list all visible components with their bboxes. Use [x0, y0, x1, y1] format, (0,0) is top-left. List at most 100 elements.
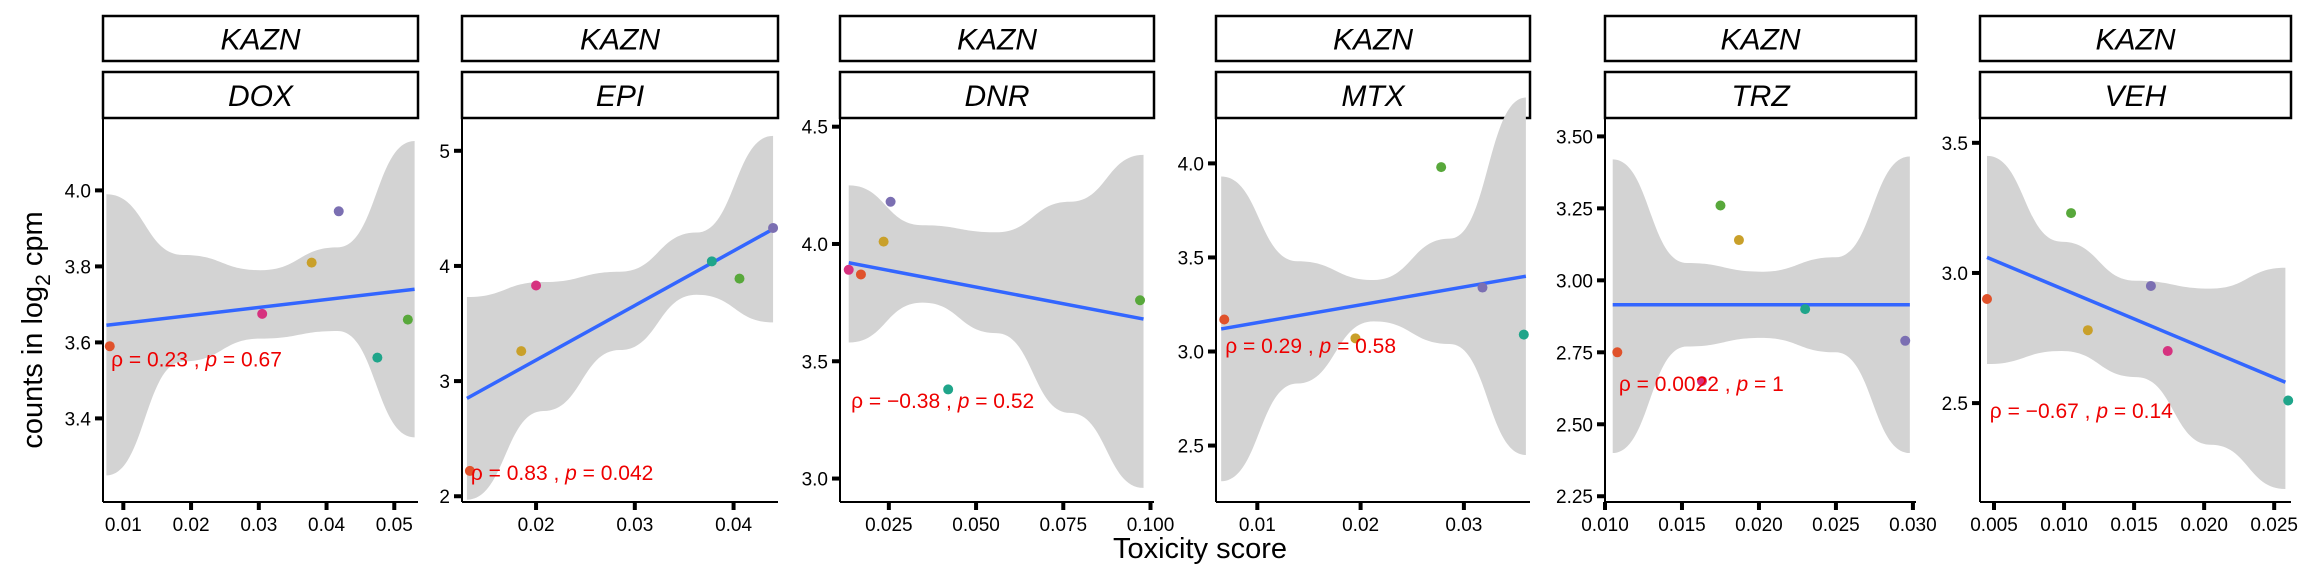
data-point-2: [516, 346, 527, 357]
y-tick-label: 3.6: [65, 333, 91, 354]
panel-dnr: KAZN DNR ρ = −0.38 , p = 0.52 0.025 0.050 0.0…: [802, 14, 1175, 536]
y-tick-label: 3.5: [802, 352, 828, 373]
x-tick-label: 0.03: [616, 515, 653, 536]
strip-top-box: [838, 14, 1156, 63]
regression-line: [848, 261, 1144, 321]
y-tick-label: 5: [439, 142, 450, 163]
regression-line: [1986, 255, 2287, 384]
data-point-1: [104, 341, 115, 352]
strip-top-box: [1603, 14, 1918, 63]
y-tick-label: 3.8: [65, 257, 91, 278]
y-tick-label: 4.0: [1178, 154, 1204, 175]
x-tick-label: 0.030: [1889, 515, 1937, 536]
y-tick-label: 3.50: [1556, 127, 1593, 148]
x-tick-label: 0.050: [952, 515, 1000, 536]
y-tick-label: 2.5: [1178, 437, 1204, 458]
y-tick-label: 2.25: [1556, 487, 1593, 508]
y-tick-label: 3.4: [65, 409, 92, 430]
strip-bottom-label: TRZ: [1731, 80, 1791, 113]
data-point-4: [2145, 280, 2156, 291]
data-point-4: [706, 256, 717, 267]
data-point-3: [306, 257, 317, 268]
data-point-1: [1982, 293, 1993, 304]
strip-bottom-box: [1603, 70, 1918, 120]
data-point-4: [885, 196, 896, 207]
x-tick-label: 0.05: [376, 515, 413, 536]
p-label-letter: p: [1319, 335, 1332, 358]
y-tick-label: 2.5: [1942, 394, 1968, 415]
data-point-1: [1612, 347, 1623, 358]
strip-bottom-box: [101, 70, 420, 120]
rho-label: ρ = 0.0022 ,: [1619, 373, 1737, 396]
y-axis-title: counts in log2 cpm: [17, 211, 55, 448]
y-tick-label: 2.50: [1556, 415, 1593, 436]
x-tick-label: 0.010: [1581, 515, 1629, 536]
strip-top-label: KAZN: [957, 24, 1037, 57]
x-tick-label: 0.025: [1812, 515, 1860, 536]
y-tick-label: 3.0: [802, 470, 828, 491]
data-point-2: [1350, 333, 1361, 344]
x-tick-label: 0.02: [173, 515, 210, 536]
data-point-3: [2082, 325, 2093, 336]
data-point-2: [257, 308, 268, 319]
strip-top-label: KAZN: [220, 24, 300, 57]
strip-bottom-label: EPI: [596, 80, 644, 113]
p-label-value: = 0.52: [969, 390, 1034, 413]
y-tick-label: 3.5: [1178, 248, 1204, 269]
x-tick-label: 0.02: [1342, 515, 1379, 536]
confidence-band: [1987, 155, 2286, 489]
data-point-5: [372, 352, 383, 363]
y-axis-title-subscript: 2: [32, 274, 55, 286]
strip-top-label: KAZN: [1720, 24, 1800, 57]
strip-top-box: [101, 14, 420, 63]
strip-top-box: [1214, 14, 1532, 63]
x-tick-label: 0.100: [1127, 515, 1175, 536]
data-point-5: [943, 384, 954, 395]
x-tick-label: 0.04: [715, 515, 752, 536]
data-point-5: [734, 273, 745, 284]
confidence-band: [466, 135, 774, 500]
y-tick-label: 3.0: [1942, 264, 1968, 285]
strip-bottom-box: [1978, 70, 2293, 120]
x-tick-label: 0.005: [1970, 515, 2018, 536]
regression-line: [106, 287, 415, 328]
strip-top-label: KAZN: [580, 24, 660, 57]
x-axis-title: Toxicity score: [1113, 533, 1287, 565]
data-point-3: [878, 236, 889, 247]
y-tick-label: 4.0: [802, 235, 828, 256]
p-label-value: = 1: [1748, 373, 1784, 396]
data-point-6: [402, 314, 413, 325]
y-axis-title-unit: cpm: [17, 211, 49, 274]
p-label-letter: p: [1735, 373, 1748, 396]
data-point-6: [1900, 335, 1911, 346]
strip-top-label: KAZN: [1333, 24, 1413, 57]
strip-bottom-box: [1214, 70, 1532, 120]
p-label-value: = 0.042: [577, 462, 653, 485]
strip-bottom-label: DOX: [228, 80, 294, 113]
correlation-annotation: ρ = 0.83 , p = 0.042: [471, 462, 653, 485]
x-tick-label: 0.04: [308, 515, 345, 536]
x-tick-label: 0.025: [865, 515, 913, 536]
x-tick-label: 0.015: [1658, 515, 1706, 536]
regression-line: [1220, 274, 1527, 331]
x-tick-label: 0.010: [2040, 515, 2088, 536]
rho-label: ρ = −0.38 ,: [851, 390, 958, 413]
y-tick-label: 3.5: [1942, 134, 1968, 155]
correlation-annotation: ρ = 0.23 , p = 0.67: [111, 349, 282, 372]
correlation-annotation: ρ = −0.67 , p = 0.14: [1990, 400, 2173, 423]
data-point-4: [1477, 282, 1488, 293]
strip-top-box: [460, 14, 780, 63]
rho-label: ρ = −0.67 ,: [1990, 400, 2097, 423]
strip-top-box: [1978, 14, 2293, 63]
rho-label: ρ = 0.23 ,: [111, 349, 205, 372]
panels: KAZN DOX ρ = 0.23 , p = 0.67 0.01 0.02 0.03 0.…: [65, 14, 2298, 536]
data-point-3: [1715, 200, 1726, 211]
data-point-4: [1733, 235, 1744, 246]
data-point-2: [2066, 208, 2077, 219]
strip-top-label: KAZN: [2095, 24, 2175, 57]
x-tick-label: 0.01: [105, 515, 142, 536]
correlation-annotation: ρ = −0.38 , p = 0.52: [851, 390, 1034, 413]
regression-line: [466, 227, 774, 400]
x-tick-label: 0.075: [1040, 515, 1088, 536]
data-point-6: [2283, 395, 2294, 406]
